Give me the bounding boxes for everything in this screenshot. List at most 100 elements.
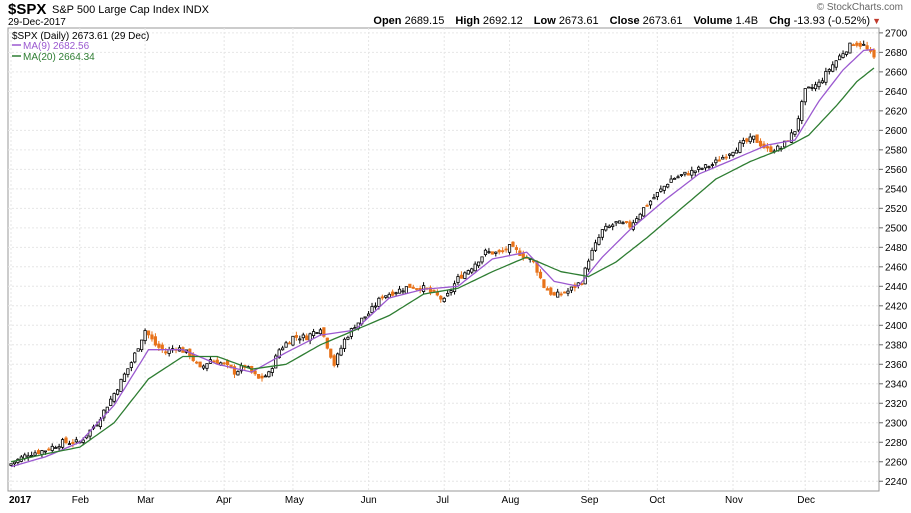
candle-body bbox=[291, 335, 295, 346]
candle-body bbox=[363, 316, 367, 319]
candle-body bbox=[642, 207, 646, 217]
candle-body bbox=[47, 448, 51, 451]
candle-body bbox=[401, 290, 405, 293]
candle-body bbox=[810, 86, 814, 89]
y-tick-label: 2280 bbox=[885, 438, 908, 449]
chart-date: 29-Dec-2017 bbox=[8, 17, 66, 28]
y-tick-label: 2660 bbox=[885, 67, 908, 78]
down-arrow-icon: ▼ bbox=[872, 16, 881, 26]
brand-link[interactable]: © StockCharts.com bbox=[816, 2, 903, 13]
grid bbox=[8, 28, 879, 491]
candle-body bbox=[146, 330, 151, 336]
candle-body bbox=[707, 166, 711, 168]
candle-body bbox=[872, 49, 876, 58]
candle-body bbox=[645, 204, 649, 207]
candle-body bbox=[676, 176, 680, 179]
candle-body bbox=[318, 329, 323, 335]
candle-body bbox=[373, 305, 378, 308]
candle-body bbox=[456, 276, 460, 283]
candle-body bbox=[507, 244, 512, 253]
candle-body bbox=[796, 118, 800, 131]
candle-body bbox=[514, 247, 519, 250]
candle-body bbox=[140, 339, 144, 351]
candle-body bbox=[126, 368, 130, 375]
candle-body bbox=[590, 249, 594, 261]
candle-body bbox=[435, 291, 439, 296]
candle-body bbox=[449, 290, 453, 293]
open-label: Open bbox=[373, 15, 402, 27]
y-tick-label: 2440 bbox=[885, 282, 908, 293]
candle-body bbox=[566, 290, 570, 294]
candle-body bbox=[648, 200, 653, 206]
candle-body bbox=[470, 268, 474, 273]
candle-body bbox=[655, 192, 659, 198]
candle-body bbox=[473, 263, 477, 272]
candle-body bbox=[267, 371, 271, 378]
candle-body bbox=[442, 297, 446, 302]
candle-body bbox=[666, 183, 670, 188]
candle-body bbox=[686, 173, 690, 176]
candle-body bbox=[659, 188, 663, 192]
candle-body bbox=[813, 84, 818, 90]
candle-body bbox=[807, 86, 811, 89]
candle-body bbox=[783, 140, 787, 148]
candle-body bbox=[43, 450, 47, 453]
volume-label: Volume bbox=[693, 15, 733, 27]
candle-body bbox=[439, 295, 443, 300]
candle-body bbox=[342, 338, 347, 349]
candle-body bbox=[26, 455, 30, 458]
candle-body bbox=[607, 225, 611, 228]
y-tick-label: 2620 bbox=[885, 106, 908, 117]
candle-body bbox=[236, 371, 240, 376]
candle-body bbox=[397, 288, 402, 294]
candle-body bbox=[428, 287, 433, 293]
candle-body bbox=[834, 60, 838, 68]
candle-body bbox=[731, 151, 735, 156]
candle-body bbox=[477, 261, 481, 267]
candle-body bbox=[593, 242, 598, 251]
candle-body bbox=[862, 43, 866, 46]
candle-body bbox=[33, 452, 37, 456]
high-label: High bbox=[455, 15, 480, 27]
x-tick-label: Jun bbox=[361, 495, 377, 506]
candle-body bbox=[112, 393, 116, 402]
candle-body bbox=[521, 253, 525, 258]
candle-body bbox=[738, 142, 742, 153]
candle-body bbox=[260, 375, 264, 379]
candle-body bbox=[301, 334, 305, 339]
y-tick-label: 2520 bbox=[885, 204, 908, 215]
x-tick-label: May bbox=[285, 495, 304, 506]
low-value: 2673.61 bbox=[558, 15, 599, 27]
candle-body bbox=[60, 439, 65, 448]
candle-body bbox=[545, 288, 549, 291]
x-tick-label: Aug bbox=[502, 495, 520, 506]
candle-body bbox=[480, 256, 484, 263]
candle-body bbox=[621, 222, 625, 225]
candle-body bbox=[724, 156, 728, 159]
close-value: 2673.61 bbox=[642, 15, 683, 27]
candle-body bbox=[542, 279, 546, 288]
candle-body bbox=[511, 241, 515, 247]
legend: $SPX (Daily) 2673.61 (29 Dec) MA(9) 2682… bbox=[12, 31, 149, 63]
candle-body bbox=[752, 135, 756, 140]
x-tick-label: Mar bbox=[137, 495, 155, 506]
candle-body bbox=[617, 220, 622, 224]
candle-body bbox=[153, 336, 158, 346]
candle-body bbox=[600, 229, 604, 238]
candle-body bbox=[164, 351, 168, 354]
y-tick-label: 2460 bbox=[885, 262, 908, 273]
volume-value: 1.4B bbox=[735, 15, 759, 27]
candle-body bbox=[305, 335, 309, 341]
chg-value: -13.93 (-0.52%) bbox=[793, 15, 871, 27]
y-tick-label: 2560 bbox=[885, 165, 908, 176]
candle-body bbox=[803, 88, 807, 103]
y-tick-label: 2340 bbox=[885, 379, 908, 390]
candle-body bbox=[690, 169, 694, 176]
candle-body bbox=[71, 441, 75, 445]
candle-body bbox=[697, 166, 701, 170]
candle-body bbox=[604, 225, 608, 231]
candle-body bbox=[662, 185, 666, 191]
candle-body bbox=[294, 335, 298, 338]
candle-body bbox=[635, 218, 639, 223]
